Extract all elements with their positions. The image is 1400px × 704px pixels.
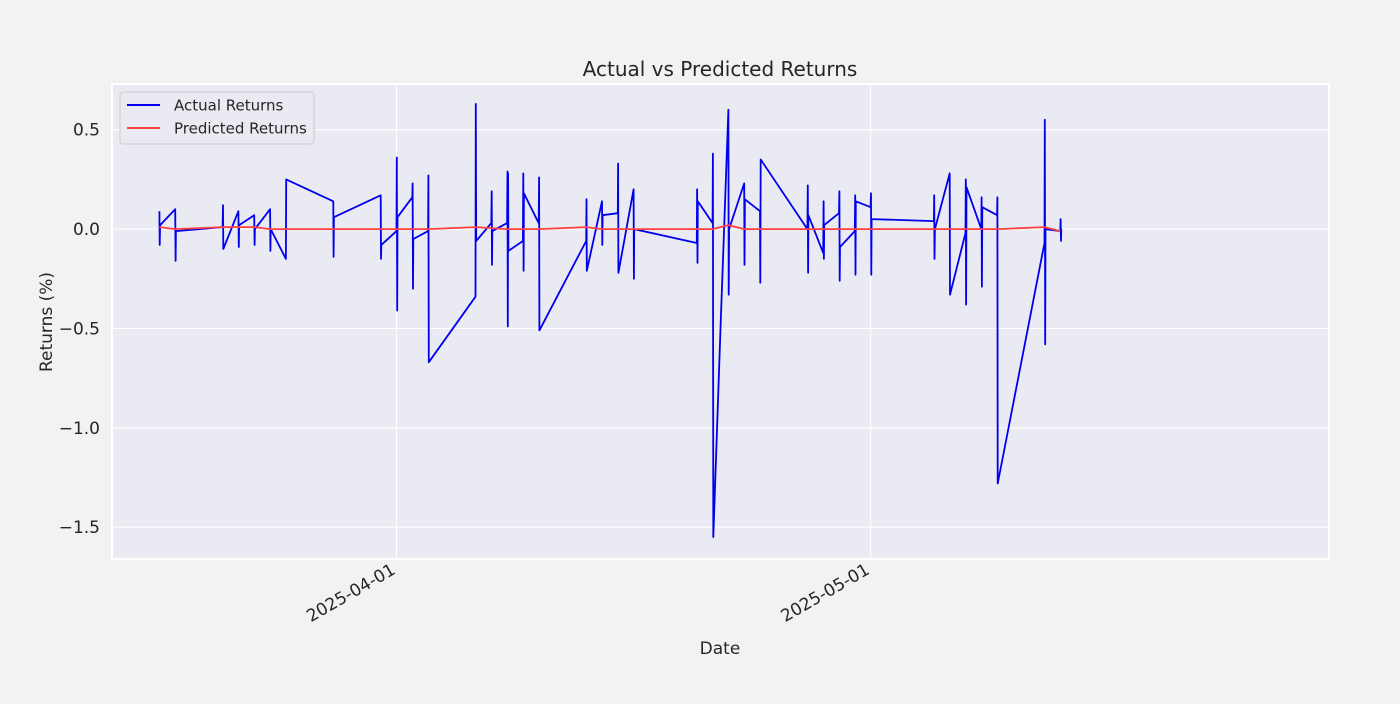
legend-box xyxy=(119,91,315,145)
legend-label-predicted: Predicted Returns xyxy=(174,120,307,138)
x-tick-label: 2025-04-01 xyxy=(303,560,399,627)
y-axis-label: Returns (%) xyxy=(37,272,57,372)
legend: Actual Returns Predicted Returns xyxy=(119,91,315,145)
y-tick-label: −1.0 xyxy=(59,419,100,439)
series-line-actual xyxy=(158,103,1063,538)
x-axis-label: Date xyxy=(700,639,741,659)
chart-title: Actual vs Predicted Returns xyxy=(583,57,858,81)
series-line-predicted xyxy=(159,224,1061,232)
y-tick-label: −0.5 xyxy=(59,319,100,339)
y-tick-label: 0.0 xyxy=(73,220,100,240)
legend-label-actual: Actual Returns xyxy=(174,97,284,115)
series-layer xyxy=(158,103,1063,538)
y-tick-label: 0.5 xyxy=(73,121,100,141)
x-tick-label: 2025-05-01 xyxy=(778,560,874,627)
y-tick-label: −1.5 xyxy=(59,518,100,538)
